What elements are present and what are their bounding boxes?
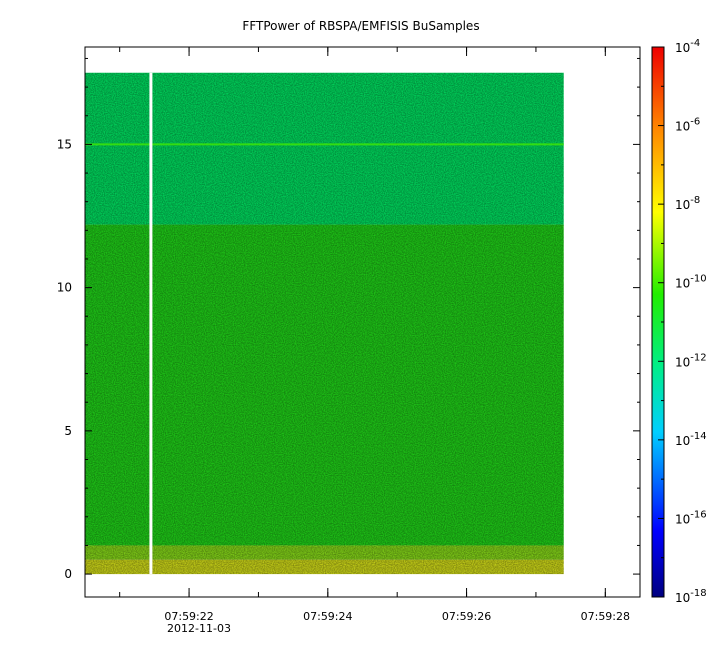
colorbar-tick-label: 10-18 [675, 588, 707, 605]
x-tick-label: 07:59:22 [164, 610, 213, 623]
spectrogram-noise-overlay [85, 72, 564, 575]
colorbar-tick-base: 10 [675, 434, 690, 448]
colorbar-tick-exponent: -10 [690, 274, 706, 285]
colorbar-tick-base: 10 [675, 198, 690, 212]
plot-frame [84, 46, 641, 598]
x-tick-label: 07:59:24 [303, 610, 352, 623]
y-tick-label: 0 [64, 567, 72, 581]
colorbar-tick-exponent: -18 [690, 588, 706, 599]
colorbar-tick-exponent: -8 [690, 195, 700, 206]
chart-title: FFTPower of RBSPA/EMFISIS BuSamples [242, 19, 479, 33]
colorbar-tick-label: 10-16 [675, 509, 707, 526]
colorbar-tick-label: 10-12 [675, 352, 707, 369]
y-tick-label: 10 [57, 281, 72, 295]
colorbar-tick-label: 10-4 [675, 38, 700, 55]
y-tick-label: 15 [57, 137, 72, 151]
colorbar-tick-exponent: -4 [690, 38, 700, 49]
colorbar-tick-label: 10-8 [675, 195, 700, 212]
data-gap [149, 72, 153, 575]
colorbar-tick-base: 10 [675, 277, 690, 291]
colorbar-tick-label: 10-10 [675, 274, 707, 291]
colorbar-tick-label: 10-14 [675, 431, 707, 448]
y-axis: 0 5 10 15 [57, 57, 640, 581]
x-tick-label: 07:59:26 [442, 610, 491, 623]
x-axis: 07:59:22 07:59:24 07:59:26 07:59:28 [119, 47, 630, 623]
colorbar-tick-exponent: -6 [690, 117, 700, 128]
x-tick-label: 07:59:28 [581, 610, 630, 623]
y-tick-label: 5 [64, 424, 72, 438]
colorbar-tick-exponent: -14 [690, 431, 706, 442]
colorbar-tick-base: 10 [675, 41, 690, 55]
colorbar-tick-exponent: -12 [690, 352, 706, 363]
plot-area: 0 5 10 15 07:59:22 07:59:24 07:59:26 07:59:28 [57, 46, 641, 623]
colorbar-tick-exponent: -16 [690, 509, 706, 520]
x-date-label: 2012-11-03 [167, 622, 231, 635]
colorbar-tick-base: 10 [675, 512, 690, 526]
colorbar-tick-label: 10-6 [675, 117, 700, 134]
colorbar-tick-base: 10 [675, 591, 690, 605]
colorbar-tick-base: 10 [675, 120, 690, 134]
colorbar-tick-base: 10 [675, 355, 690, 369]
